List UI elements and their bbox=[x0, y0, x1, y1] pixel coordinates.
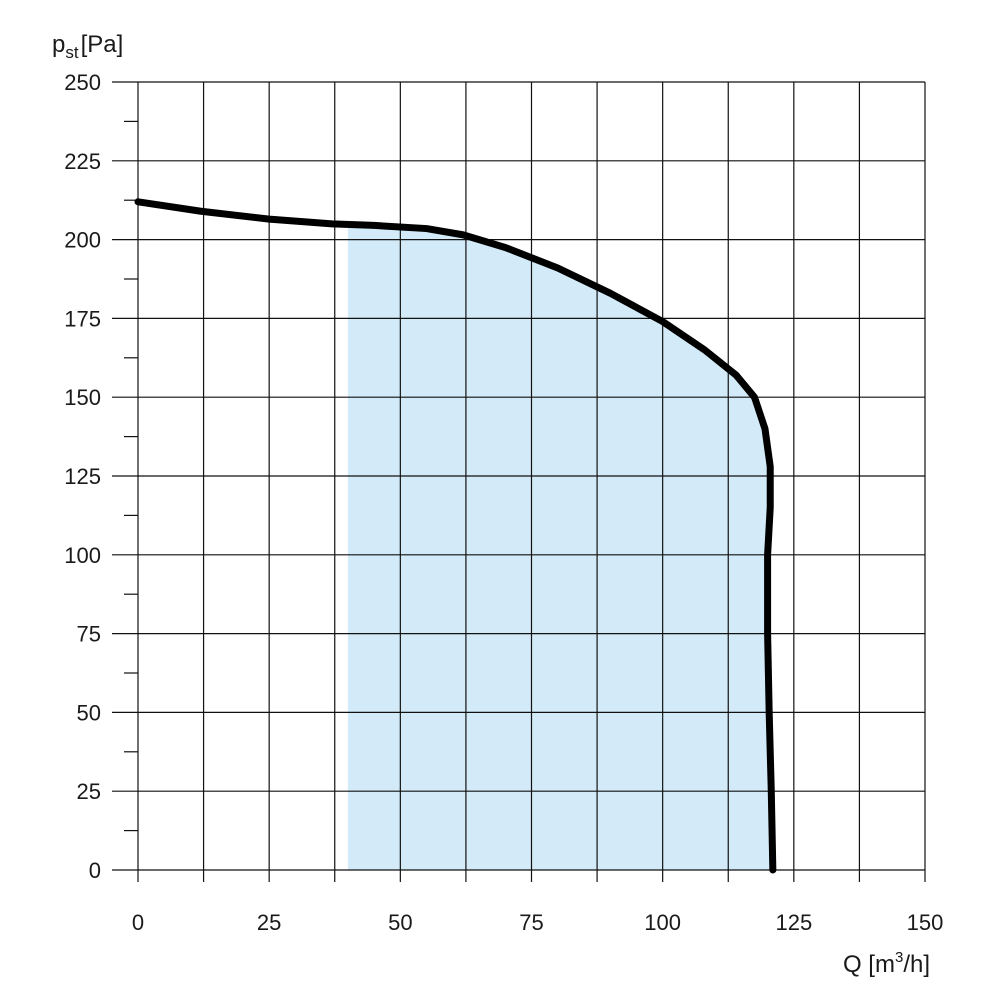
y-tick-label: 175 bbox=[64, 306, 101, 331]
working-range-area-layer bbox=[347, 224, 773, 870]
working-range-area bbox=[347, 224, 773, 870]
fan-characteristic-curve bbox=[134, 198, 777, 874]
x-tick-label: 125 bbox=[775, 910, 812, 935]
x-tick-label: 75 bbox=[519, 910, 543, 935]
y-tick-label: 50 bbox=[77, 700, 101, 725]
x-tick-label: 50 bbox=[388, 910, 412, 935]
x-axis-title: Q [m3/h] bbox=[843, 949, 930, 978]
y-tick-label: 75 bbox=[77, 622, 101, 647]
y-tick-label: 100 bbox=[64, 543, 101, 568]
y-tick-labels: 0 25 50 75 100 125 150 175 200 225 250 bbox=[64, 70, 101, 883]
y-axis-subscript: st bbox=[65, 43, 79, 62]
x-axis-suffix: /h] bbox=[903, 951, 930, 978]
x-tick-label: 150 bbox=[907, 910, 944, 935]
y-tick-label: 250 bbox=[64, 70, 101, 95]
y-tick-label: 225 bbox=[64, 149, 101, 174]
y-axis-symbol: p bbox=[52, 31, 65, 58]
x-axis-superscript: 3 bbox=[895, 949, 903, 966]
x-tick-labels: 0 25 50 75 100 125 150 bbox=[132, 910, 943, 935]
y-tick-label: 0 bbox=[89, 858, 101, 883]
x-tick-label: 100 bbox=[644, 910, 681, 935]
y-tick-label: 25 bbox=[77, 779, 101, 804]
y-tick-label: 125 bbox=[64, 464, 101, 489]
y-axis-unit: [Pa] bbox=[81, 31, 124, 58]
x-tick-label: 0 bbox=[132, 910, 144, 935]
y-axis-title: pst[Pa] bbox=[52, 31, 123, 62]
curve-layer bbox=[134, 198, 777, 874]
y-tick-label: 200 bbox=[64, 228, 101, 253]
x-axis-prefix: Q [m bbox=[843, 951, 895, 978]
x-tick-label: 25 bbox=[257, 910, 281, 935]
y-tick-label: 150 bbox=[64, 385, 101, 410]
grid-layer bbox=[112, 81, 926, 882]
